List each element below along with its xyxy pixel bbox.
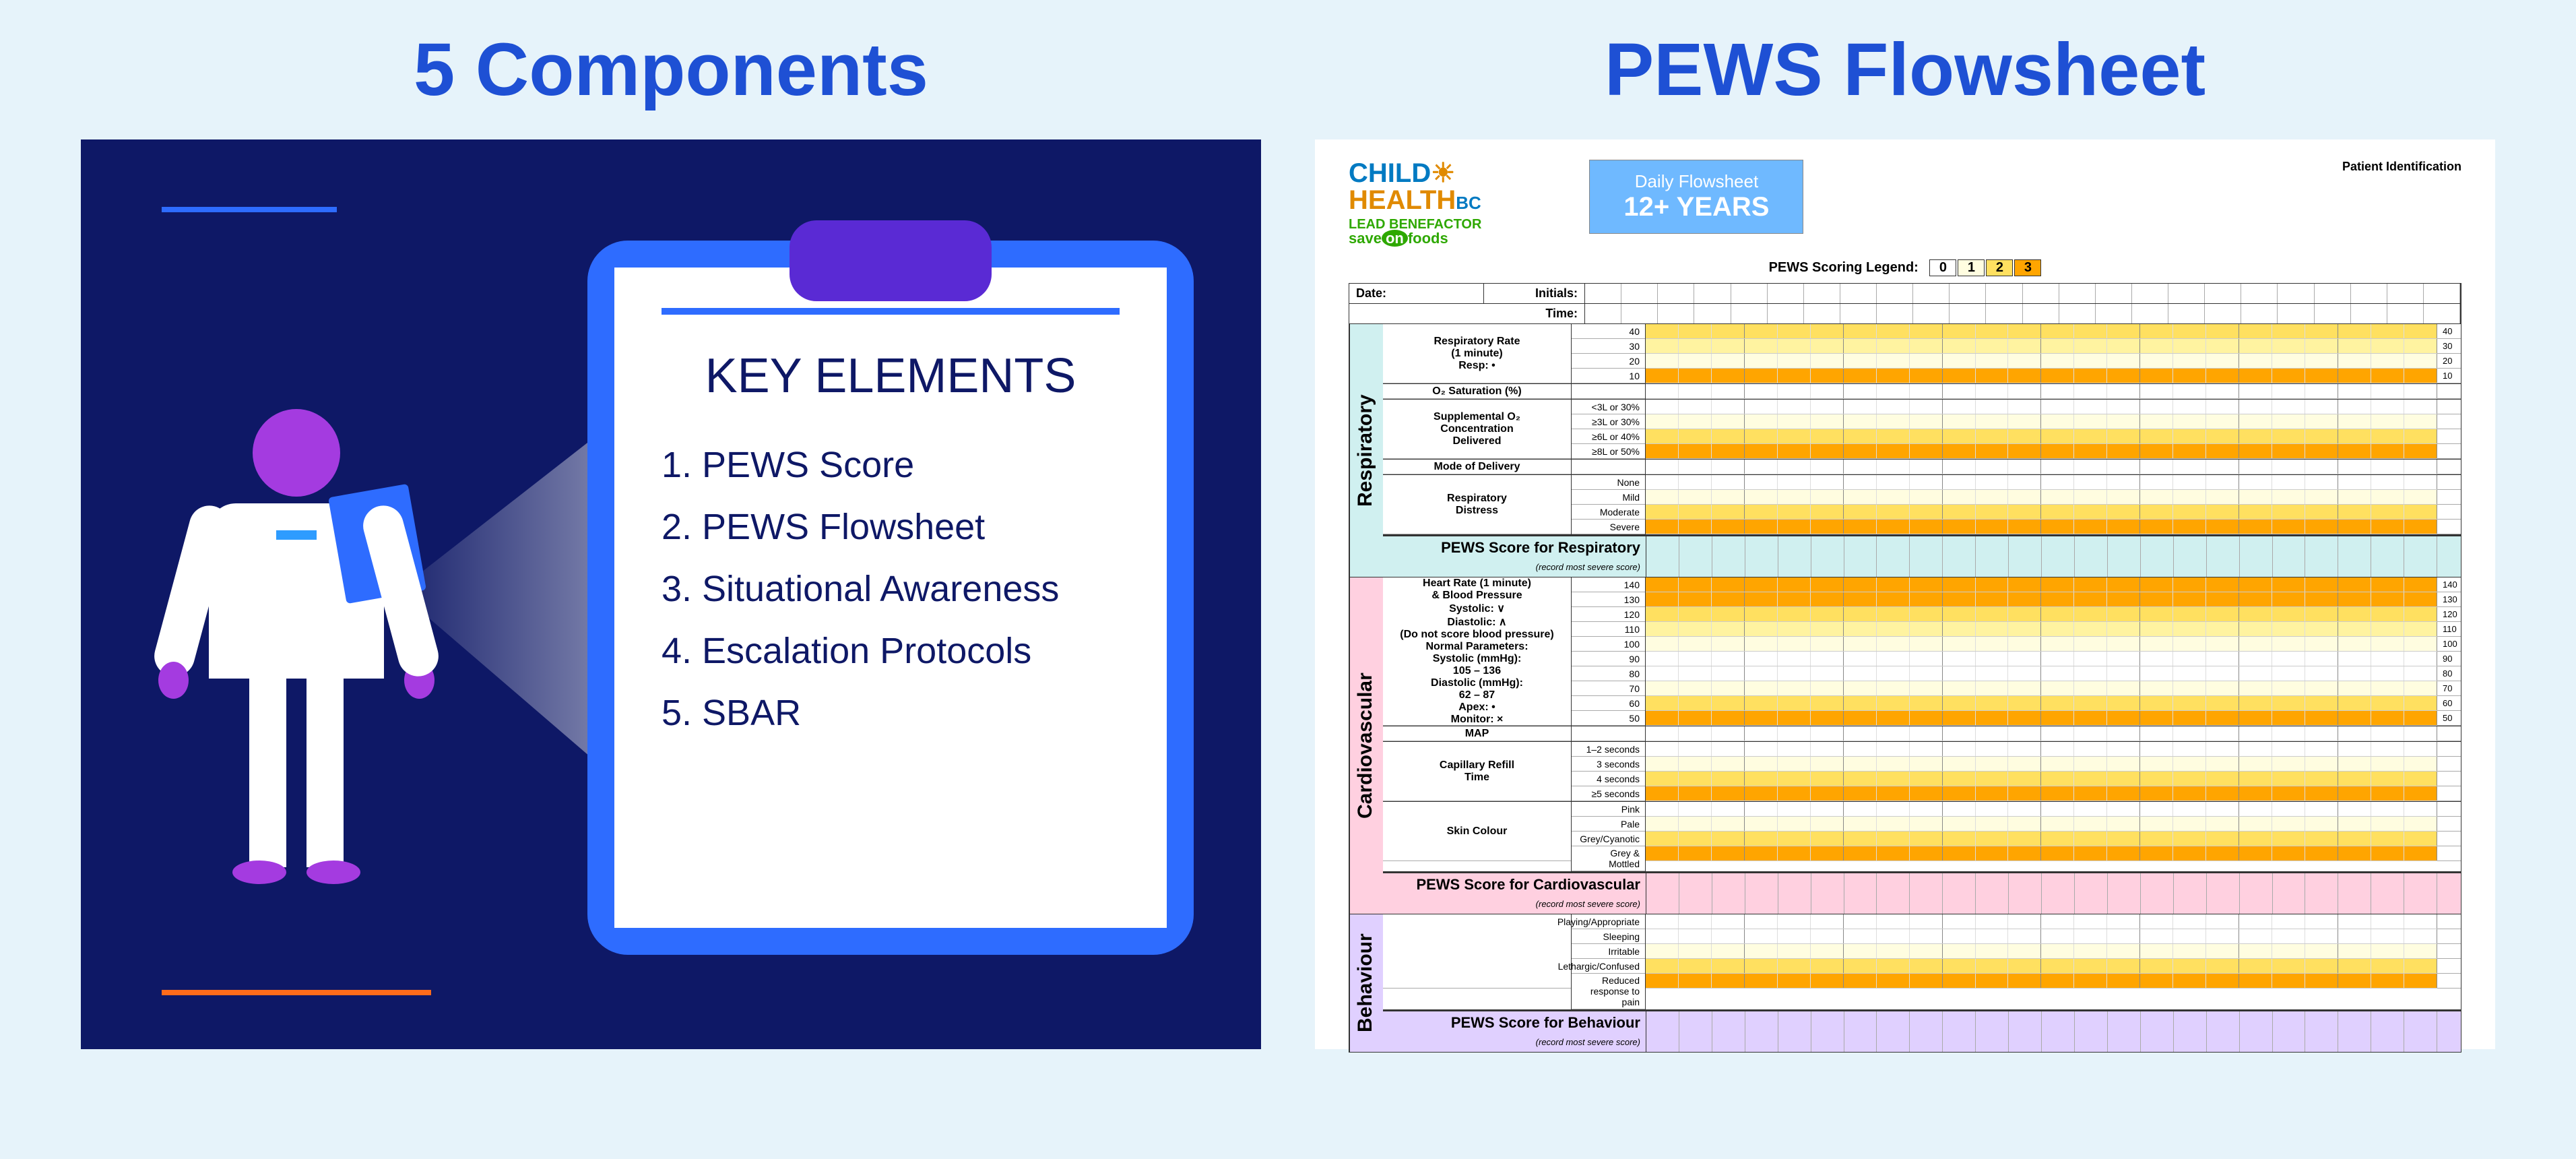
key-element-item: 1. PEWS Score	[662, 444, 1120, 486]
tick-label	[1572, 726, 1645, 741]
tick-label: 140	[1572, 577, 1645, 592]
section-tab: Respiratory	[1349, 324, 1383, 577]
tick-label: 110	[1572, 622, 1645, 637]
tick-label: 10	[1572, 369, 1645, 383]
key-element-item: 5. SBAR	[662, 692, 1120, 734]
row-label: Capillary Refill Time	[1383, 742, 1571, 801]
flowsheet: CHILD☀ HEALTHBC LEAD BENEFACTOR saveonfo…	[1315, 139, 2495, 1049]
tick-label: 60	[1572, 696, 1645, 711]
row-label: Supplemental O₂ Concentration Delivered	[1383, 400, 1571, 459]
clipboard-paper: KEY ELEMENTS 1. PEWS Score 2. PEWS Flowsh…	[614, 268, 1167, 928]
time-row: Time:	[1349, 304, 2461, 324]
tick-label: ≥3L or 30%	[1572, 414, 1645, 429]
row-label: Skin Colour	[1383, 802, 1571, 861]
left-title: 5 Components	[81, 27, 1261, 113]
legend-cell: 1	[1958, 259, 1985, 276]
tick-label: Lethargic/Confused	[1572, 959, 1645, 974]
tick-label: Severe	[1572, 520, 1645, 534]
tick-label: 20	[1572, 354, 1645, 369]
tick-label: Pink	[1572, 802, 1645, 817]
score-label: PEWS Score for Behaviour(record most sev…	[1383, 1011, 1646, 1052]
key-element-item: 3. Situational Awareness	[662, 568, 1120, 610]
tick-label: ≥8L or 50%	[1572, 444, 1645, 459]
flowsheet-title-box: Daily Flowsheet 12+ YEARS	[1589, 160, 1803, 234]
key-element-item: 4. Escalation Protocols	[662, 630, 1120, 672]
tick-label: None	[1572, 475, 1645, 490]
tick-label: 80	[1572, 666, 1645, 681]
tick-label: ≥6L or 40%	[1572, 429, 1645, 444]
tick-label: Mild	[1572, 490, 1645, 505]
tick-label: 100	[1572, 637, 1645, 652]
left-panel: KEY ELEMENTS 1. PEWS Score 2. PEWS Flowsh…	[81, 139, 1261, 1049]
legend-cell: 2	[1986, 259, 2013, 276]
tick-label: 30	[1572, 339, 1645, 354]
tick-label: 4 seconds	[1572, 772, 1645, 786]
tick-label: ≥5 seconds	[1572, 786, 1645, 801]
row-label	[1383, 914, 1571, 989]
scoring-legend: PEWS Scoring Legend: 0123	[1349, 259, 2461, 276]
row-label: Heart Rate (1 minute) & Blood Pressure S…	[1383, 577, 1571, 726]
person-icon	[182, 409, 411, 881]
row-label: MAP	[1383, 726, 1571, 741]
tick-label: 120	[1572, 607, 1645, 622]
patient-id-label: Patient Identification	[2342, 160, 2461, 174]
left-column: 5 Components	[81, 27, 1261, 1049]
tick-label: 90	[1572, 652, 1645, 666]
clipboard-clip	[790, 220, 992, 301]
key-elements-title: KEY ELEMENTS	[662, 348, 1120, 404]
score-label: PEWS Score for Cardiovascular(record mos…	[1383, 873, 1646, 914]
tick-label	[1572, 460, 1645, 474]
clipboard: KEY ELEMENTS 1. PEWS Score 2. PEWS Flowsh…	[587, 241, 1194, 955]
tick-label: Grey/Cyanotic	[1572, 832, 1645, 846]
tick-label: 130	[1572, 592, 1645, 607]
tick-label: Irritable	[1572, 944, 1645, 959]
tick-label: 40	[1572, 324, 1645, 339]
row-label: Respiratory Rate (1 minute) Resp: •	[1383, 324, 1571, 383]
section-tab: Cardiovascular	[1349, 577, 1383, 914]
row-label: Respiratory Distress	[1383, 475, 1571, 534]
right-column: PEWS Flowsheet CHILD☀ HEALTHBC LEAD BENE…	[1315, 27, 2495, 1049]
tick-label	[1572, 384, 1645, 399]
tick-label: Moderate	[1572, 505, 1645, 520]
date-initials-row: Date: Initials:	[1349, 283, 2461, 304]
tick-label: Sleeping	[1572, 929, 1645, 944]
legend-cell: 0	[1929, 259, 1956, 276]
section-respiratory: RespiratoryRespiratory Rate (1 minute) R…	[1349, 324, 2461, 577]
section-behaviour: Behaviour Playing/AppropriateSleepingIrri…	[1349, 914, 2461, 1053]
section-cardiovascular: CardiovascularHeart Rate (1 minute) & Bl…	[1349, 577, 2461, 914]
tick-label: 50	[1572, 711, 1645, 726]
key-element-item: 2. PEWS Flowsheet	[662, 506, 1120, 548]
flowsheet-header: CHILD☀ HEALTHBC LEAD BENEFACTOR saveonfo…	[1349, 160, 2461, 246]
accent-line-orange	[162, 990, 431, 995]
tick-label: Reduced response to pain	[1572, 974, 1645, 1009]
section-tab: Behaviour	[1349, 914, 1383, 1052]
tick-label: 3 seconds	[1572, 757, 1645, 772]
tick-label: Grey & Mottled	[1572, 846, 1645, 871]
row-label: Mode of Delivery	[1383, 460, 1571, 474]
legend-cell: 3	[2014, 259, 2041, 276]
main-container: 5 Components	[13, 13, 2563, 1063]
right-title: PEWS Flowsheet	[1315, 27, 2495, 113]
accent-line-blue	[162, 207, 337, 212]
tick-label: Pale	[1572, 817, 1645, 832]
tick-label: <3L or 30%	[1572, 400, 1645, 414]
child-health-logo: CHILD☀ HEALTHBC LEAD BENEFACTOR saveonfo…	[1349, 160, 1481, 246]
tick-label: Playing/Appropriate	[1572, 914, 1645, 929]
tick-label: 1–2 seconds	[1572, 742, 1645, 757]
row-label: O₂ Saturation (%)	[1383, 384, 1571, 399]
score-label: PEWS Score for Respiratory(record most s…	[1383, 536, 1646, 577]
tick-label: 70	[1572, 681, 1645, 696]
